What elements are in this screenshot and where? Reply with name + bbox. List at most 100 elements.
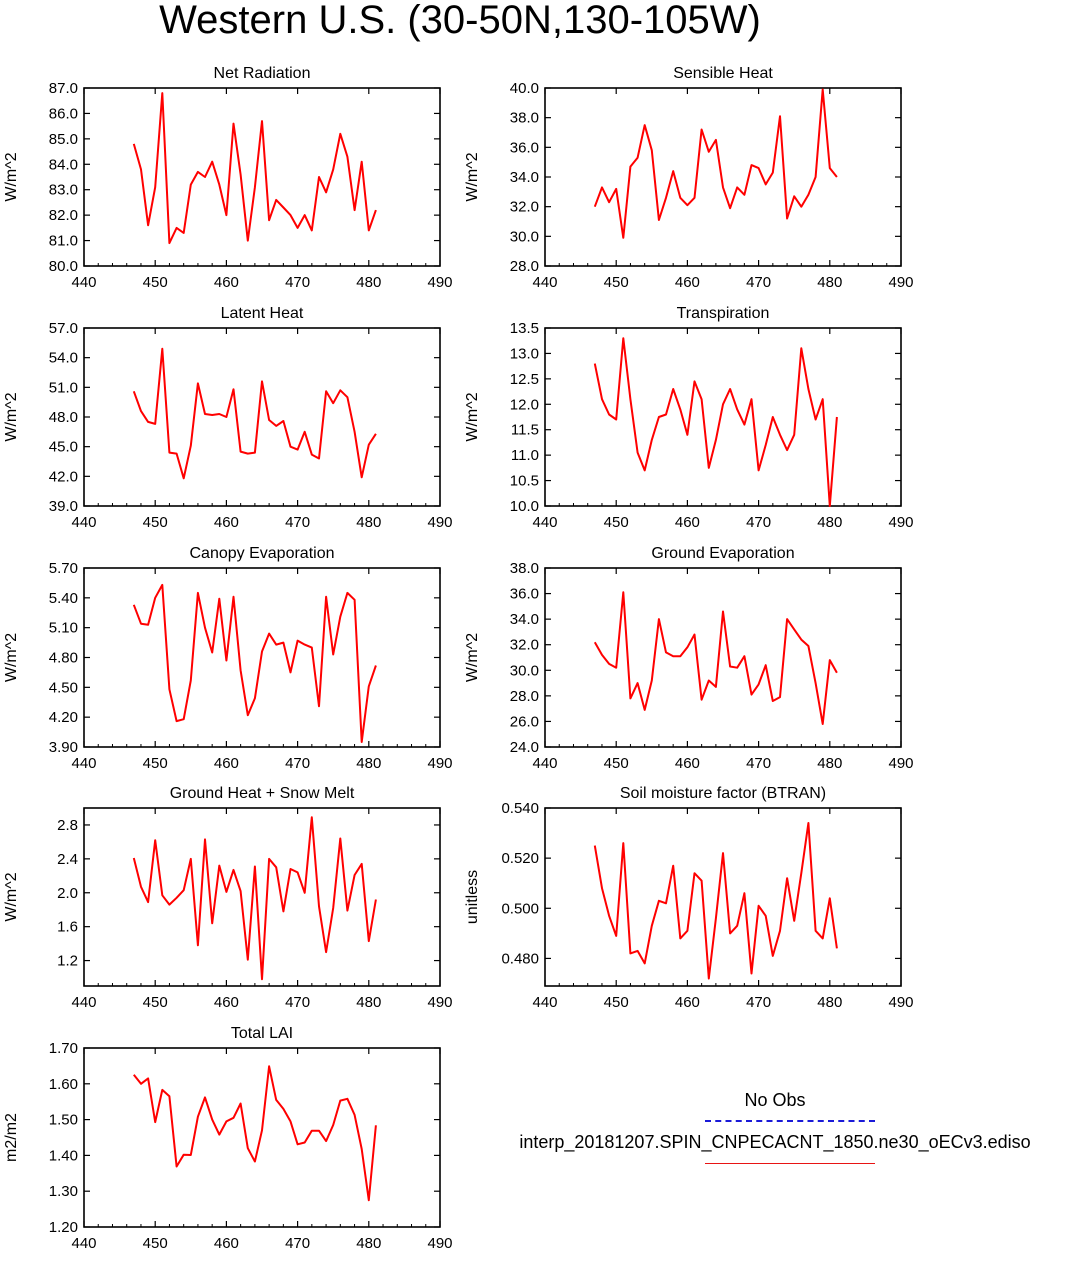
- y-tick-label: 51.0: [49, 379, 78, 396]
- x-tick-label: 480: [356, 1235, 381, 1252]
- y-tick-label: 36.0: [510, 139, 539, 156]
- legend-obs-label: No Obs: [744, 1090, 806, 1110]
- x-tick-label: 490: [427, 994, 452, 1011]
- x-tick-label: 480: [817, 514, 842, 531]
- x-tick-label: 480: [817, 755, 842, 772]
- panel-title: Sensible Heat: [673, 65, 773, 82]
- y-tick-label: 1.60: [49, 1076, 78, 1093]
- x-tick-label: 440: [71, 514, 96, 531]
- y-tick-label: 4.80: [49, 650, 78, 667]
- y-tick-label: 2.4: [57, 851, 78, 868]
- model-series-line: [593, 591, 838, 725]
- x-tick-label: 470: [285, 274, 310, 291]
- x-tick-label: 480: [356, 514, 381, 531]
- model-series-line: [132, 816, 377, 981]
- y-tick-label: 28.0: [510, 688, 539, 705]
- x-tick-label: 450: [143, 274, 168, 291]
- y-tick-label: 34.0: [510, 169, 539, 186]
- x-tick-label: 440: [532, 274, 557, 291]
- chart-panel: Latent Heat W/m^2 440 450 460 470 480 490 39.0 42…: [3, 305, 453, 531]
- plot-frame: [544, 807, 902, 987]
- y-tick-label: 83.0: [49, 182, 78, 199]
- y-tick-label: 1.40: [49, 1147, 78, 1164]
- y-tick-label: 38.0: [510, 110, 539, 127]
- x-tick-label: 450: [143, 755, 168, 772]
- plot-frame: [544, 327, 902, 507]
- y-tick-label: 85.0: [49, 131, 78, 148]
- y-tick-label: 5.70: [49, 560, 78, 577]
- y-tick-label: 81.0: [49, 233, 78, 250]
- figure-title: Western U.S. (30-50N,130-105W): [159, 0, 761, 42]
- y-axis-label: W/m^2: [464, 152, 481, 201]
- chart-panel: Transpiration W/m^2 440 450 460 470 480 490 10.0…: [464, 305, 914, 531]
- model-series-line: [593, 822, 838, 980]
- chart-panel: Net Radiation W/m^2 440 450 460 470 480 490 80.0…: [3, 65, 453, 291]
- x-tick-label: 470: [746, 755, 771, 772]
- y-tick-label: 13.5: [510, 320, 539, 337]
- plot-frame: [83, 1047, 441, 1228]
- x-tick-label: 450: [143, 994, 168, 1011]
- x-tick-label: 440: [71, 755, 96, 772]
- y-axis-label: W/m^2: [3, 392, 20, 441]
- x-tick-label: 460: [214, 755, 239, 772]
- y-tick-label: 86.0: [49, 105, 78, 122]
- y-tick-label: 1.50: [49, 1112, 78, 1129]
- y-tick-label: 5.40: [49, 590, 78, 607]
- y-tick-label: 1.2: [57, 953, 78, 970]
- y-tick-label: 28.0: [510, 258, 539, 275]
- panel-title: Transpiration: [677, 305, 770, 322]
- y-tick-label: 24.0: [510, 739, 539, 756]
- y-tick-label: 1.6: [57, 919, 78, 936]
- plot-frame: [83, 327, 441, 507]
- x-tick-label: 490: [427, 274, 452, 291]
- y-tick-label: 1.20: [49, 1219, 78, 1236]
- y-tick-label: 30.0: [510, 662, 539, 679]
- x-tick-label: 440: [71, 274, 96, 291]
- y-tick-label: 4.50: [49, 679, 78, 696]
- panel-title: Total LAI: [231, 1025, 293, 1042]
- chart-panel: Sensible Heat W/m^2 440 450 460 470 480 490 28.0…: [464, 65, 914, 291]
- y-tick-label: 1.70: [49, 1040, 78, 1057]
- x-tick-label: 470: [746, 994, 771, 1011]
- x-tick-label: 460: [214, 514, 239, 531]
- y-tick-label: 13.0: [510, 345, 539, 362]
- y-axis-label: m2/m2: [3, 1113, 20, 1162]
- plot-frame: [544, 567, 902, 748]
- y-tick-label: 84.0: [49, 156, 78, 173]
- model-series-line: [593, 88, 838, 239]
- x-tick-label: 490: [888, 994, 913, 1011]
- x-tick-label: 450: [143, 514, 168, 531]
- panel-title: Soil moisture factor (BTRAN): [620, 785, 826, 802]
- y-tick-label: 2.0: [57, 885, 78, 902]
- y-tick-label: 10.5: [510, 473, 539, 490]
- x-tick-label: 460: [214, 994, 239, 1011]
- y-tick-label: 45.0: [49, 439, 78, 456]
- x-tick-label: 460: [675, 274, 700, 291]
- x-tick-label: 480: [356, 755, 381, 772]
- x-tick-label: 440: [532, 514, 557, 531]
- y-tick-label: 48.0: [49, 409, 78, 426]
- y-axis-label: W/m^2: [464, 633, 481, 682]
- y-tick-label: 39.0: [49, 498, 78, 515]
- y-tick-label: 2.8: [57, 817, 78, 834]
- x-tick-label: 480: [817, 994, 842, 1011]
- model-series-line: [132, 583, 377, 743]
- y-tick-label: 32.0: [510, 199, 539, 216]
- plot-frame: [83, 87, 441, 267]
- y-tick-label: 82.0: [49, 207, 78, 224]
- y-tick-label: 80.0: [49, 258, 78, 275]
- y-tick-label: 54.0: [49, 350, 78, 367]
- x-tick-label: 490: [888, 274, 913, 291]
- chart-panel: Soil moisture factor (BTRAN) unitless 440 4…: [464, 785, 914, 1011]
- x-tick-label: 450: [604, 514, 629, 531]
- x-tick-label: 490: [427, 1235, 452, 1252]
- x-tick-label: 440: [532, 755, 557, 772]
- y-tick-label: 4.20: [49, 709, 78, 726]
- model-series-line: [593, 337, 838, 507]
- x-tick-label: 450: [604, 994, 629, 1011]
- y-axis-label: W/m^2: [3, 633, 20, 682]
- panel-title: Canopy Evaporation: [190, 545, 335, 562]
- x-tick-label: 490: [427, 755, 452, 772]
- legend-case-label: interp_20181207.SPIN_CNPECACNT_1850.ne30…: [519, 1132, 1031, 1152]
